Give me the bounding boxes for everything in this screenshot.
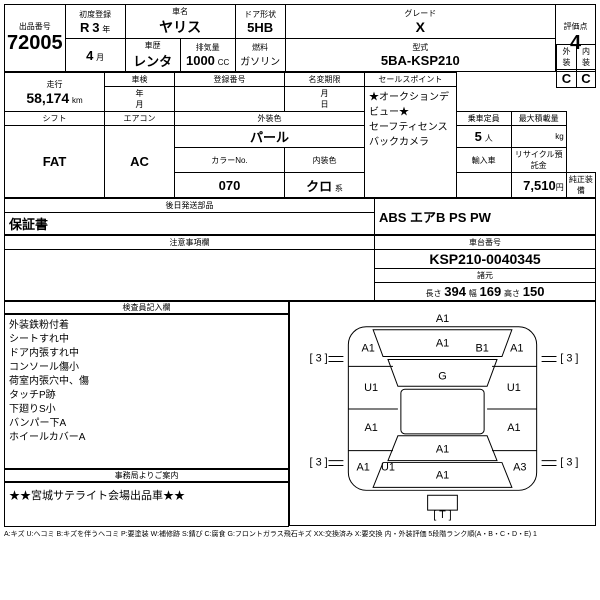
mark-rl-wheel: [ 3 ] [310, 457, 328, 469]
width-value: 169 [480, 284, 502, 299]
dims-label: 諸元 [375, 269, 596, 283]
first-reg-label: 初度登録 [68, 9, 123, 20]
car-name-label: 車名 [128, 6, 233, 17]
inspection-note: バンパー下A [9, 417, 284, 431]
shift-label: シフト [5, 112, 105, 126]
ac-value: AC [105, 126, 175, 198]
mileage-value: 58,174 [26, 90, 69, 106]
inspection-note: 外装鉄粉付着 [9, 319, 284, 333]
inspection-note: ホイールカバーA [9, 431, 284, 445]
chassis-value: KSP210-0040345 [375, 250, 596, 269]
shift-value: FAT [5, 126, 105, 198]
grade-label: グレード [288, 8, 553, 19]
expiry-label: 名変期限 [285, 73, 365, 87]
int-color-label: 内装色 [285, 148, 365, 173]
ext-int-scores: 外装内装 CC [556, 44, 596, 88]
parts-label: 後日発送部品 [5, 199, 375, 213]
sales-point-3: バックカメラ [369, 133, 454, 148]
color-no-value: 070 [175, 173, 285, 198]
sales-point-1: ★オークションデビュー★ [369, 88, 454, 118]
mark-hood: A1 [436, 338, 449, 350]
equip-value: ABS エアB PS PW [375, 199, 596, 235]
int-score: C [577, 70, 596, 88]
mark-fl-door: U1 [364, 382, 378, 394]
reg-no-label: 登録番号 [175, 73, 285, 87]
ext-color-value: パール [175, 126, 365, 148]
mark-rr-door: A1 [507, 422, 520, 434]
door-label: ドア形状 [238, 9, 283, 20]
mark-windshield: G [438, 370, 446, 382]
header-table: 出品番号 72005 初度登録 R 3 年 車名 ヤリス ドア形状 5HB グレ… [4, 4, 596, 72]
row4-table: 後日発送部品 ABS エアB PS PW 保証書 [4, 198, 596, 235]
reg-month: 4 [86, 48, 93, 63]
inspect-label: 車検 [105, 73, 175, 87]
chassis-label: 車台番号 [375, 236, 596, 250]
weight-label: 最大積載量 [511, 112, 566, 126]
office-notice: ★★宮城サテライト会場出品車★★ [4, 482, 289, 527]
fuel-value: ガソリン [238, 53, 283, 68]
parts-value: 保証書 [5, 213, 375, 235]
score-label: 評価点 [558, 21, 593, 32]
reg-era: R [80, 20, 89, 35]
mark-rear: A1 [436, 444, 449, 456]
mark-rl-door: A1 [364, 422, 377, 434]
capacity-label: 乗車定員 [456, 112, 511, 126]
history-label: 車歴 [128, 40, 178, 51]
mark-fl-wheel: [ 3 ] [310, 352, 328, 364]
lot-number: 72005 [7, 32, 63, 55]
model-label: 型式 [288, 42, 553, 53]
mark-fr-door: U1 [507, 382, 521, 394]
color-no-label: カラーNo. [175, 148, 285, 173]
disp-value: 1000 [186, 53, 215, 68]
reg-year: 3 [92, 20, 99, 35]
model-value: 5BA-KSP210 [288, 53, 553, 68]
mark-rr-fender: A3 [513, 461, 526, 473]
inspection-note: タッチP跡 [9, 389, 284, 403]
grade-value: X [288, 19, 553, 35]
sales-label: セールスポイント [365, 73, 457, 87]
mark-rl-inner: U1 [381, 461, 395, 473]
inspection-notes: 外装鉄粉付着シートすれ中ドア内張すれ中コンソール傷小荷室内張穴中、傷タッチP跡下… [4, 314, 289, 469]
mark-fr-fender: A1 [510, 343, 523, 355]
lot-label: 出品番号 [7, 21, 63, 32]
history-value: レンタ [128, 51, 178, 70]
inspection-note: コンソール傷小 [9, 361, 284, 375]
row5-table: 注意事項欄 車台番号 KSP210-0040345 諸元 長さ 394 幅 16… [4, 235, 596, 301]
notice-label: 注意事項欄 [5, 236, 375, 250]
mileage-label: 走行 [7, 79, 102, 90]
office-label: 事務局よりご案内 [4, 469, 289, 482]
recycle-label: リサイクル預託金 [511, 148, 566, 173]
mark-front-bumper: A1 [436, 313, 449, 325]
disp-label: 排気量 [183, 42, 233, 53]
car-name: ヤリス [128, 17, 233, 37]
door-type: 5HB [238, 20, 283, 35]
mark-spare: [ T ] [433, 509, 451, 521]
recycle-value: 7,510 [523, 178, 556, 193]
height-value: 150 [523, 284, 545, 299]
mark-roof: B1 [475, 343, 488, 355]
inspection-note: ドア内張すれ中 [9, 347, 284, 361]
ext-score: C [557, 70, 577, 88]
legend-text: A:キズ U:ヘコミ B:キズを伴うヘコミ P:要塗装 W:補修跡 S:錆び C… [4, 529, 596, 539]
ac-label: エアコン [105, 112, 175, 126]
mark-rr-wheel: [ 3 ] [560, 457, 578, 469]
inspection-label: 検査員記入欄 [4, 301, 289, 314]
inspection-note: シートすれ中 [9, 333, 284, 347]
fuel-label: 燃料 [238, 42, 283, 53]
int-color-value: クロ [306, 179, 332, 194]
ext-color-label: 外装色 [175, 112, 365, 126]
equip-label: 純正装備 [566, 173, 595, 198]
mark-fl-fender: A1 [362, 343, 375, 355]
row2-table: 走行 58,174 km 車検 登録番号 名変期限 セールスポイント 年月 月日… [4, 72, 596, 198]
sales-point-2: セーフティセンス [369, 118, 454, 133]
inspection-note: 下廻りS小 [9, 403, 284, 417]
import-label: 輸入車 [456, 148, 511, 173]
mark-fr-wheel: [ 3 ] [560, 352, 578, 364]
length-value: 394 [444, 284, 466, 299]
mark-trunk: A1 [436, 469, 449, 481]
capacity-value: 5 [475, 129, 482, 144]
inspection-note: 荷室内張穴中、傷 [9, 375, 284, 389]
car-diagram: A1 B1 G A1 A1 U1 U1 A1 A1 A1 U1 A3 A1 A1… [289, 301, 596, 526]
mark-rl-fender: A1 [357, 461, 370, 473]
